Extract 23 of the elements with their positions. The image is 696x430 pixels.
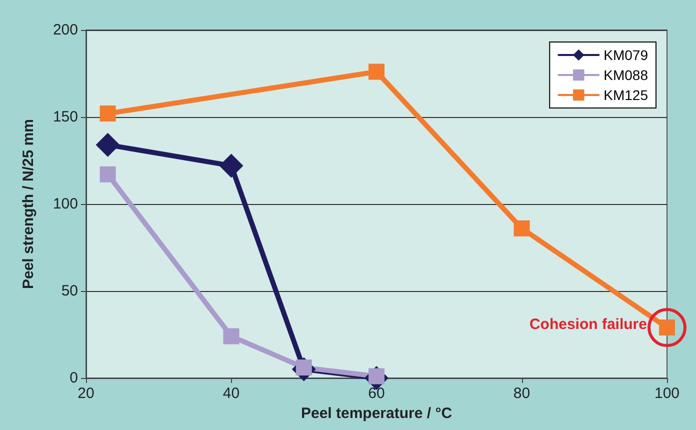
x-axis-title: Peel temperature / °C [300, 404, 452, 422]
x-tick-label: 20 [78, 385, 94, 402]
point [100, 166, 116, 182]
point [514, 220, 530, 236]
y-axis-title: Peel strength / N/25 mm [20, 118, 37, 290]
x-tick-label: 100 [654, 385, 680, 402]
y-tick-label: 100 [52, 196, 78, 212]
legend-label: KM088 [604, 67, 648, 83]
x-tick-label: 40 [222, 385, 240, 402]
point [96, 132, 120, 157]
point [100, 106, 116, 122]
legend-label: KM079 [604, 47, 648, 63]
y-tick-label: 0 [70, 370, 78, 386]
x-tick-label: 80 [513, 385, 530, 402]
point [219, 154, 244, 178]
y-tick-label: 200 [52, 22, 78, 38]
legend-label: KM125 [604, 87, 648, 103]
point [368, 64, 384, 80]
annotation: Cohesion failure [529, 316, 647, 334]
point [223, 328, 240, 344]
y-tick-label: 150 [52, 108, 78, 126]
x-tick-label: 60 [368, 385, 385, 402]
y-tick-label: 50 [61, 282, 78, 300]
